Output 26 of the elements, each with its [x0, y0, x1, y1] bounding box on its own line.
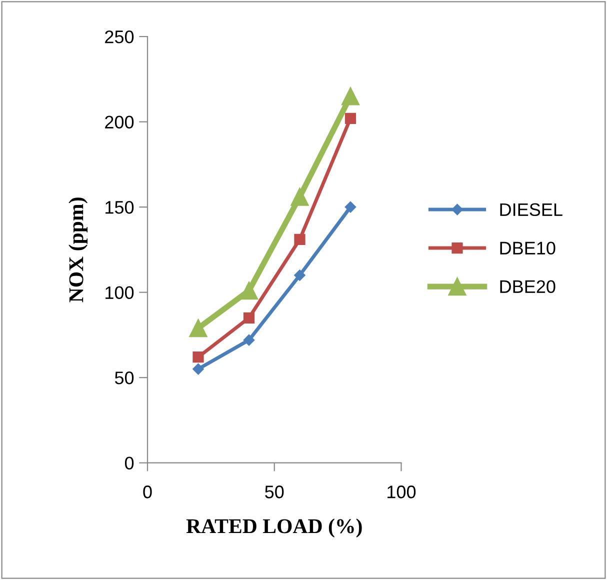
x-axis-title: RATED LOAD (%) — [186, 518, 362, 538]
x-tick-label: 50 — [265, 486, 284, 498]
point — [294, 270, 306, 281]
legend-label: DIESEL — [500, 203, 562, 216]
point — [290, 188, 309, 206]
point — [189, 319, 208, 338]
point — [344, 201, 356, 213]
y-tick-label: 50 — [114, 372, 134, 384]
legend-label: DBE20 — [500, 280, 556, 294]
y-tick-label: 250 — [105, 30, 134, 44]
point — [192, 352, 204, 363]
point — [294, 234, 306, 246]
y-axis-title: NOX (ppm) — [68, 198, 88, 302]
legend-label: DBE10 — [500, 242, 556, 255]
y-tick-label: 0 — [124, 456, 134, 470]
point — [341, 87, 360, 106]
point — [240, 282, 258, 300]
y-tick-label: 100 — [106, 286, 134, 300]
y-tick-label: 200 — [105, 116, 134, 129]
point — [243, 334, 255, 346]
x-tick-label: 100 — [388, 486, 416, 498]
point — [192, 363, 204, 375]
point — [344, 112, 356, 124]
x-tick-label: 0 — [143, 486, 152, 498]
point — [243, 312, 255, 324]
y-tick-label: 150 — [106, 200, 134, 214]
